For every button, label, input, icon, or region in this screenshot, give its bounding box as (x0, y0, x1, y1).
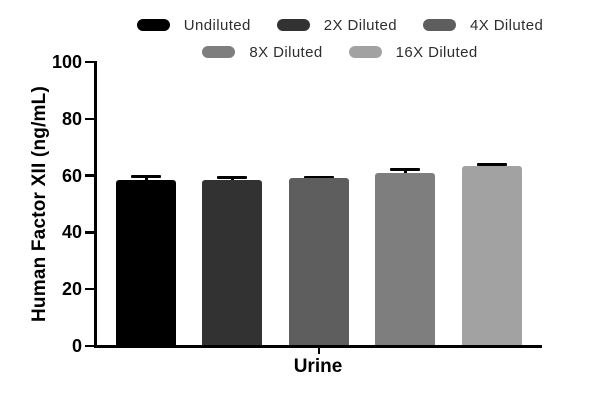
error-bar-cap (390, 167, 421, 171)
bar-undiluted (116, 179, 176, 345)
x-axis-line (94, 345, 542, 348)
y-axis-tick-label: 80 (61, 108, 82, 129)
legend-label: 2X Diluted (323, 16, 397, 34)
x-axis-tick (317, 347, 321, 354)
legend-item-16x-diluted: 16X Diluted (348, 43, 478, 61)
y-axis-tick (85, 344, 94, 348)
y-axis-tick (85, 117, 94, 121)
legend-row: 8X Diluted 16X Diluted (80, 41, 600, 63)
bar-8x-diluted (375, 172, 436, 345)
error-bar-cap (131, 175, 161, 179)
legend-label: 4X Diluted (469, 16, 544, 34)
error-bar-cap (217, 175, 248, 179)
y-axis-tick-label: 0 (71, 336, 82, 356)
bar-4x-diluted (288, 177, 349, 345)
legend-swatch (348, 46, 382, 58)
error-bar-cap (303, 175, 334, 179)
y-axis-tick-label: 100 (51, 52, 82, 72)
legend-swatch (202, 46, 236, 58)
legend-label: Undiluted (183, 16, 251, 34)
legend-item-4x-diluted: 4X Diluted (422, 16, 544, 34)
y-axis-line (94, 61, 97, 347)
legend-swatch (276, 19, 310, 31)
x-axis-title: Urine (293, 356, 343, 377)
legend-swatch (422, 19, 456, 31)
y-axis-tick-label: 20 (61, 279, 82, 300)
y-axis-tick (85, 287, 94, 291)
y-axis-tick-label: 60 (61, 165, 82, 186)
chart-legend: Undiluted 2X Diluted 4X Diluted 8X Diluted 1… (80, 14, 600, 63)
y-axis-tick-label: 40 (61, 222, 82, 243)
legend-swatch (136, 19, 170, 31)
error-bar-cap (476, 162, 507, 166)
y-axis-tick (85, 174, 94, 177)
legend-row: Undiluted 2X Diluted 4X Diluted (80, 14, 600, 36)
bar-2x-diluted (202, 179, 263, 345)
legend-label: 8X Diluted (249, 43, 323, 61)
bar-16x-diluted (461, 165, 522, 345)
legend-item-8x-diluted: 8X Diluted (202, 44, 322, 61)
y-axis-tick (85, 60, 94, 64)
legend-label: 16X Diluted (395, 43, 478, 61)
legend-item-2x-diluted: 2X Diluted (276, 16, 397, 34)
legend-item-undiluted: Undiluted (136, 16, 251, 34)
y-axis-tick (85, 231, 94, 234)
